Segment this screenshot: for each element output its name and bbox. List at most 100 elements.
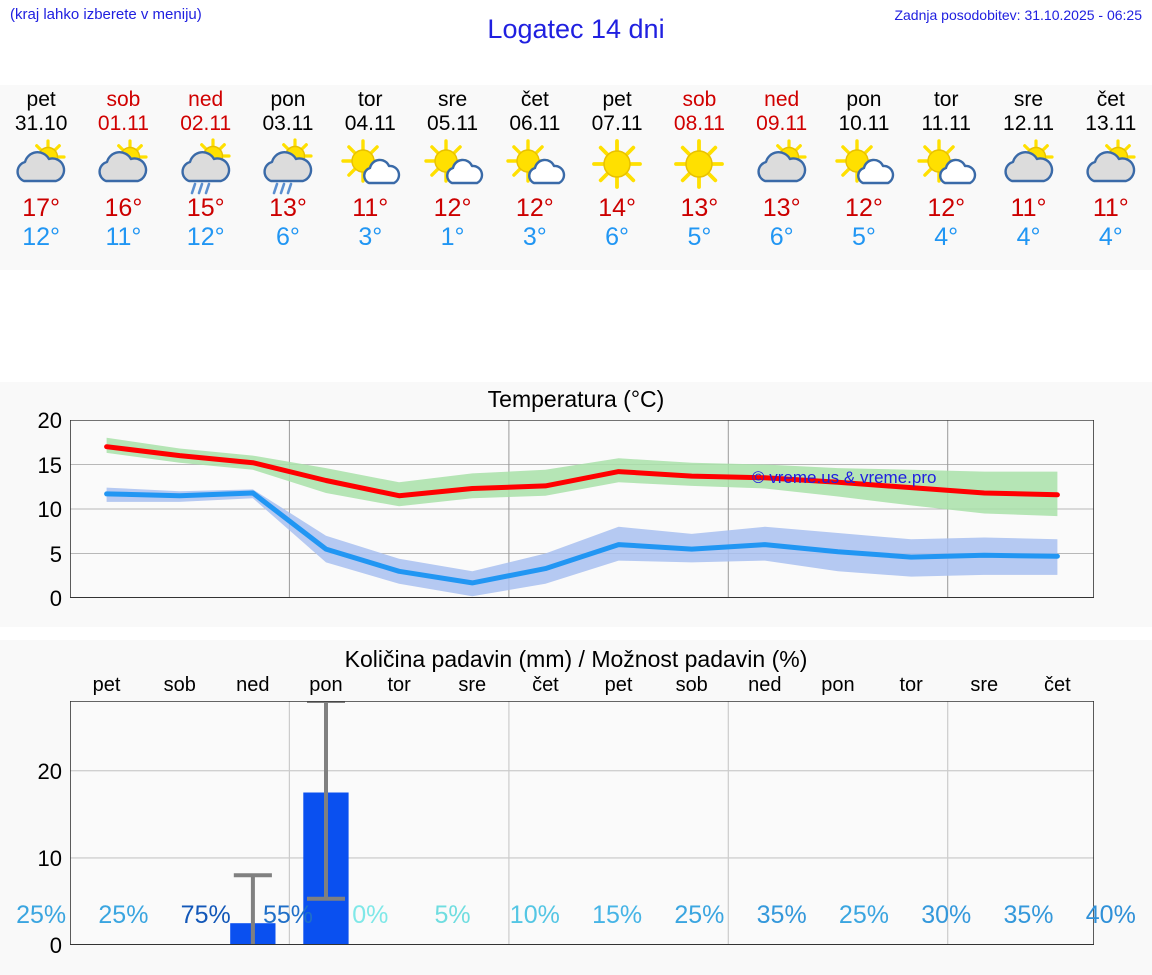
day-date: 02.11 [180,112,232,135]
sun-small-cloud-icon [905,138,987,194]
temp-min: 4° [1016,223,1041,251]
precipitation-day-name: sre [970,674,999,696]
day-name: pet [602,88,632,111]
temp-max: 14° [598,194,637,222]
precipitation-chart-title: Količina padavin (mm) / Možnost padavin … [344,646,808,672]
day-column[interactable]: sob 08.11 13° 5° [658,85,740,270]
day-column[interactable]: tor 04.11 11° 3° [329,85,411,270]
day-date: 01.11 [97,112,149,135]
precipitation-day-name: tor [387,674,411,696]
precipitation-day-name: sob [675,674,708,696]
day-name: čet [520,88,549,111]
precipitation-day-name: pet [604,674,633,696]
temp-max: 12° [927,194,966,222]
day-name: sob [106,88,141,111]
precipitation-probability-row: 25% 25% 75% 55% 0% 5% 10% 15% 25% 35% 25% 30% 35% 40% [0,898,1152,938]
sun-small-cloud-icon [494,138,576,194]
cloud-sun-icon [82,138,164,194]
precipitation-day-labels: pet sob ned pon tor sre čet pet sob ned pon tor sre č… [70,674,1094,698]
day-date: 05.11 [427,112,479,135]
daily-forecast-strip: pet 31.10 17° 12° sob 01.11 16° 11° ned 02… [0,85,1152,270]
cloud-sun-icon [0,138,82,194]
precipitation-probability: 0% [352,901,389,929]
day-name: pet [26,88,56,111]
day-name: sre [437,88,468,111]
day-date: 07.11 [591,112,643,135]
temp-max: 16° [104,194,143,222]
temp-min: 3° [358,223,383,251]
temperature-y-tick: 15 [37,452,62,478]
precipitation-probability: 5% [434,901,471,929]
precipitation-probability: 25% [674,901,725,929]
precipitation-probability: 40% [1085,901,1136,929]
precipitation-probability: 15% [592,901,643,929]
sun-icon [576,138,658,194]
precipitation-probability: 25% [838,901,889,929]
day-name: pon [846,88,882,111]
day-column[interactable]: sre 05.11 12° 1° [411,85,493,270]
day-date: 09.11 [756,112,808,135]
precipitation-probability: 30% [921,901,972,929]
temp-min: 4° [1098,223,1123,251]
temp-min: 12° [186,223,225,251]
temp-min: 3° [522,223,547,251]
sun-icon [658,138,740,194]
cloud-sun-rain-icon [165,138,247,195]
day-column[interactable]: sre 12.11 11° 4° [987,85,1069,270]
day-column[interactable]: tor 11.11 12° 4° [905,85,987,270]
day-name: sob [682,88,717,111]
precipitation-chart-section: Količina padavin (mm) / Možnost padavin … [0,640,1152,975]
day-column[interactable]: pet 07.11 14° 6° [576,85,658,270]
day-date: 06.11 [509,112,561,135]
day-column[interactable]: čet 13.11 11° 4° [1070,85,1152,270]
temperature-y-tick: 10 [37,497,62,522]
page-header: (kraj lahko izberete v meniju) Logatec 1… [0,0,1152,62]
day-name: tor [358,88,383,111]
precipitation-day-name: ned [748,674,782,696]
temp-max: 11° [1092,194,1129,222]
day-name: tor [933,88,959,111]
day-date: 11.11 [921,112,971,135]
temp-min: 4° [934,223,959,251]
temp-max: 12° [433,194,472,222]
temp-min: 1° [440,223,465,251]
temperature-y-tick: 5 [49,541,62,567]
temp-min: 6° [605,223,630,251]
precipitation-probability: 25% [16,901,67,929]
temp-max: 11° [1010,194,1047,222]
day-date: 13.11 [1085,112,1137,135]
day-column[interactable]: sob 01.11 16° 11° [82,85,164,270]
day-name: ned [188,88,224,111]
temp-max: 12° [515,194,554,222]
precipitation-y-tick: 0 [49,933,62,958]
precipitation-probability: 10% [509,901,560,929]
precipitation-y-tick: 10 [37,845,62,871]
precipitation-day-name: čet [532,674,559,696]
sun-small-cloud-icon [329,138,411,194]
temperature-y-axis-labels: 0 5 10 15 20 [0,408,62,611]
day-column[interactable]: pon 03.11 13° 6° [247,85,329,270]
temperature-plot-area [70,420,1094,598]
day-column[interactable]: ned 09.11 13° 6° [741,85,823,270]
precipitation-y-axis-labels: 0 10 20 [0,701,62,958]
day-name: sre [1013,88,1044,111]
temp-max: 13° [680,194,719,222]
day-column[interactable]: ned 02.11 15° 12° [165,85,247,270]
day-date: 10.11 [838,112,890,135]
temp-max: 15° [186,194,225,222]
day-date: 08.11 [673,112,725,135]
temp-max: 17° [22,194,61,222]
temperature-y-tick: 0 [49,586,62,611]
day-name: pon [270,88,306,111]
page-title: Logatec 14 dni [487,14,665,44]
day-column[interactable]: čet 06.11 12° 3° [494,85,576,270]
temp-min: 11° [105,223,142,251]
last-update-text: Zadnja posodobitev: 31.10.2025 - 06:25 [894,7,1142,23]
day-column[interactable]: pon 10.11 12° 5° [823,85,905,270]
temp-max: 11° [352,194,389,222]
precipitation-probability: 35% [756,901,807,929]
temp-min: 12° [22,223,61,251]
precipitation-plot-area [70,701,1094,945]
day-column[interactable]: pet 31.10 17° 12° [0,85,82,270]
